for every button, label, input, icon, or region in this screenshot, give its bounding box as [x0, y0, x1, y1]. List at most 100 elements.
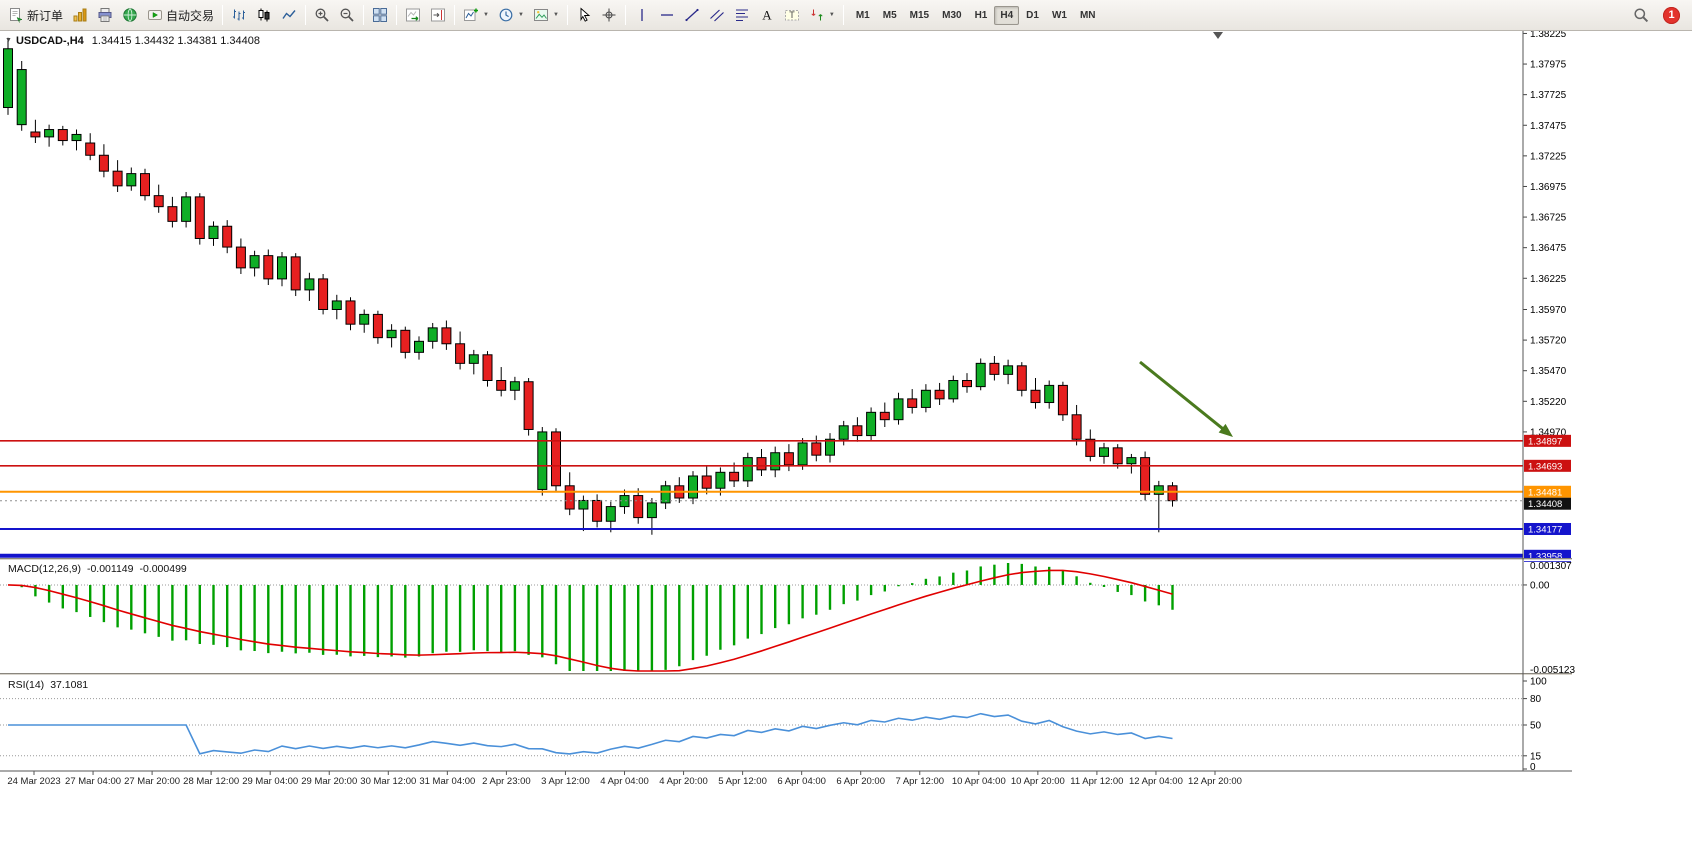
svg-text:0.00: 0.00 [1530, 580, 1550, 591]
vertical-line-button[interactable] [630, 3, 654, 27]
svg-text:1.38225: 1.38225 [1530, 31, 1567, 40]
new-order-icon [10, 8, 23, 23]
svg-text:1.34693: 1.34693 [1528, 461, 1562, 472]
toolbar-separator [396, 5, 398, 25]
svg-text:1.35720: 1.35720 [1530, 336, 1567, 347]
svg-text:50: 50 [1530, 721, 1542, 732]
svg-text:10 Apr 20:00: 10 Apr 20:00 [1011, 776, 1065, 787]
zoom-out-button[interactable] [335, 3, 359, 27]
zoom-in-button[interactable] [310, 3, 334, 27]
channel-button[interactable] [705, 3, 729, 27]
print-icon [98, 8, 112, 22]
timeframe-m1[interactable]: M1 [855, 9, 870, 21]
svg-text:1.34177: 1.34177 [1528, 524, 1562, 535]
trendline-button[interactable] [680, 3, 704, 27]
panel-splitter[interactable] [0, 558, 1572, 561]
indicators-button[interactable]: ▼ [459, 3, 493, 27]
candlestick-icon [258, 8, 270, 22]
fibonacci-button[interactable] [730, 3, 754, 27]
toolbar-separator [842, 5, 844, 25]
search-button[interactable] [1629, 3, 1653, 27]
svg-text:12 Apr 20:00: 12 Apr 20:00 [1188, 776, 1242, 787]
line-chart-button[interactable] [277, 3, 301, 27]
svg-text:1.34970: 1.34970 [1530, 427, 1567, 438]
new-order-label: 新订单 [27, 8, 64, 23]
svg-text:1.37975: 1.37975 [1530, 60, 1567, 71]
text-label-icon: T [784, 10, 799, 21]
timeframe-h4[interactable]: H4 [994, 5, 1020, 25]
macd-histogram [20, 563, 1174, 671]
svg-text:1.35470: 1.35470 [1530, 366, 1567, 377]
auto-scroll-icon [406, 8, 421, 22]
panel-splitter[interactable] [0, 673, 1572, 676]
candlestick-button[interactable] [252, 3, 276, 27]
shift-marker-icon [1213, 32, 1223, 39]
timeframe-mn[interactable]: MN [1079, 9, 1096, 21]
new-chart-button[interactable] [68, 3, 92, 27]
chart-shift-icon [431, 8, 446, 22]
one-click-trading-toggle[interactable]: ▼ [5, 37, 12, 44]
timeframe-d1[interactable]: D1 [1026, 9, 1039, 21]
svg-text:1.37475: 1.37475 [1530, 121, 1567, 132]
dropdown-caret-icon: ▼ [828, 12, 835, 18]
clock-icon [499, 8, 513, 22]
timeframe-m5[interactable]: M5 [882, 9, 897, 21]
svg-text:100: 100 [1530, 677, 1547, 688]
svg-text:1.37725: 1.37725 [1530, 90, 1567, 101]
chart-shift-button[interactable] [426, 3, 450, 27]
globe-icon [123, 8, 137, 22]
svg-text:0: 0 [1530, 762, 1536, 773]
chart-canvas[interactable]: 1.38225 1.37975 1.37725 1.37475 1.37225 1.369… [0, 31, 1692, 855]
tile-windows-button[interactable] [368, 3, 392, 27]
timeframe-w1[interactable]: W1 [1051, 9, 1067, 21]
chart-window: 1.38225 1.37975 1.37725 1.37475 1.37225 1.369… [0, 31, 1692, 855]
horizontal-line-button[interactable] [655, 3, 679, 27]
timeframe-h1[interactable]: H1 [974, 9, 988, 21]
svg-text:A: A [762, 8, 772, 23]
svg-text:15: 15 [1530, 751, 1542, 762]
auto-scroll-button[interactable] [401, 3, 425, 27]
svg-text:28 Mar 12:00: 28 Mar 12:00 [183, 776, 239, 787]
autotrading-button[interactable]: 自动交易 [143, 3, 218, 27]
svg-text:1.35220: 1.35220 [1530, 397, 1567, 408]
cursor-button[interactable] [572, 3, 596, 27]
bar-chart-button[interactable] [227, 3, 251, 27]
svg-text:1.34897: 1.34897 [1528, 436, 1562, 447]
autotrading-icon [148, 10, 163, 20]
svg-text:31 Mar 04:00: 31 Mar 04:00 [419, 776, 475, 787]
new-order-button[interactable]: 新订单 [4, 3, 67, 27]
trend-arrow[interactable] [1139, 360, 1227, 433]
svg-text:1.35970: 1.35970 [1530, 305, 1567, 316]
svg-text:1.36475: 1.36475 [1530, 243, 1567, 254]
fibonacci-icon [735, 9, 748, 21]
channel-icon [709, 9, 724, 22]
toolbar-separator [624, 5, 626, 25]
text-button[interactable]: A [755, 3, 779, 27]
timeframe-m30[interactable]: M30 [942, 9, 962, 21]
timeframe-m15[interactable]: M15 [909, 9, 930, 21]
svg-text:1.36975: 1.36975 [1530, 182, 1567, 193]
svg-text:1.33958: 1.33958 [1528, 551, 1562, 562]
svg-text:30 Mar 12:00: 30 Mar 12:00 [360, 776, 416, 787]
templates-button[interactable]: ▼ [529, 3, 563, 27]
cursor-icon [580, 7, 591, 22]
tile-windows-icon [373, 8, 388, 22]
search-icon [1634, 8, 1649, 23]
dropdown-caret-icon: ▼ [552, 12, 559, 18]
periods-button[interactable]: ▼ [494, 3, 528, 27]
dropdown-caret-icon: ▼ [483, 12, 489, 18]
notification-badge[interactable]: 1 [1663, 6, 1680, 24]
macd-signal-line [7, 569, 1173, 672]
community-button[interactable] [118, 3, 142, 27]
toolbar-separator [566, 5, 568, 25]
svg-text:-0.005123: -0.005123 [1530, 665, 1575, 676]
print-button[interactable] [93, 3, 117, 27]
svg-text:1.34408: 1.34408 [1528, 499, 1562, 510]
crosshair-icon [602, 8, 616, 22]
arrows-button[interactable]: ▼ [805, 3, 839, 27]
svg-text:5 Apr 12:00: 5 Apr 12:00 [718, 776, 767, 787]
crosshair-button[interactable] [597, 3, 621, 27]
text-label-button[interactable]: T [780, 3, 804, 27]
zoom-in-icon [315, 8, 329, 22]
toolbar-separator [363, 5, 365, 25]
